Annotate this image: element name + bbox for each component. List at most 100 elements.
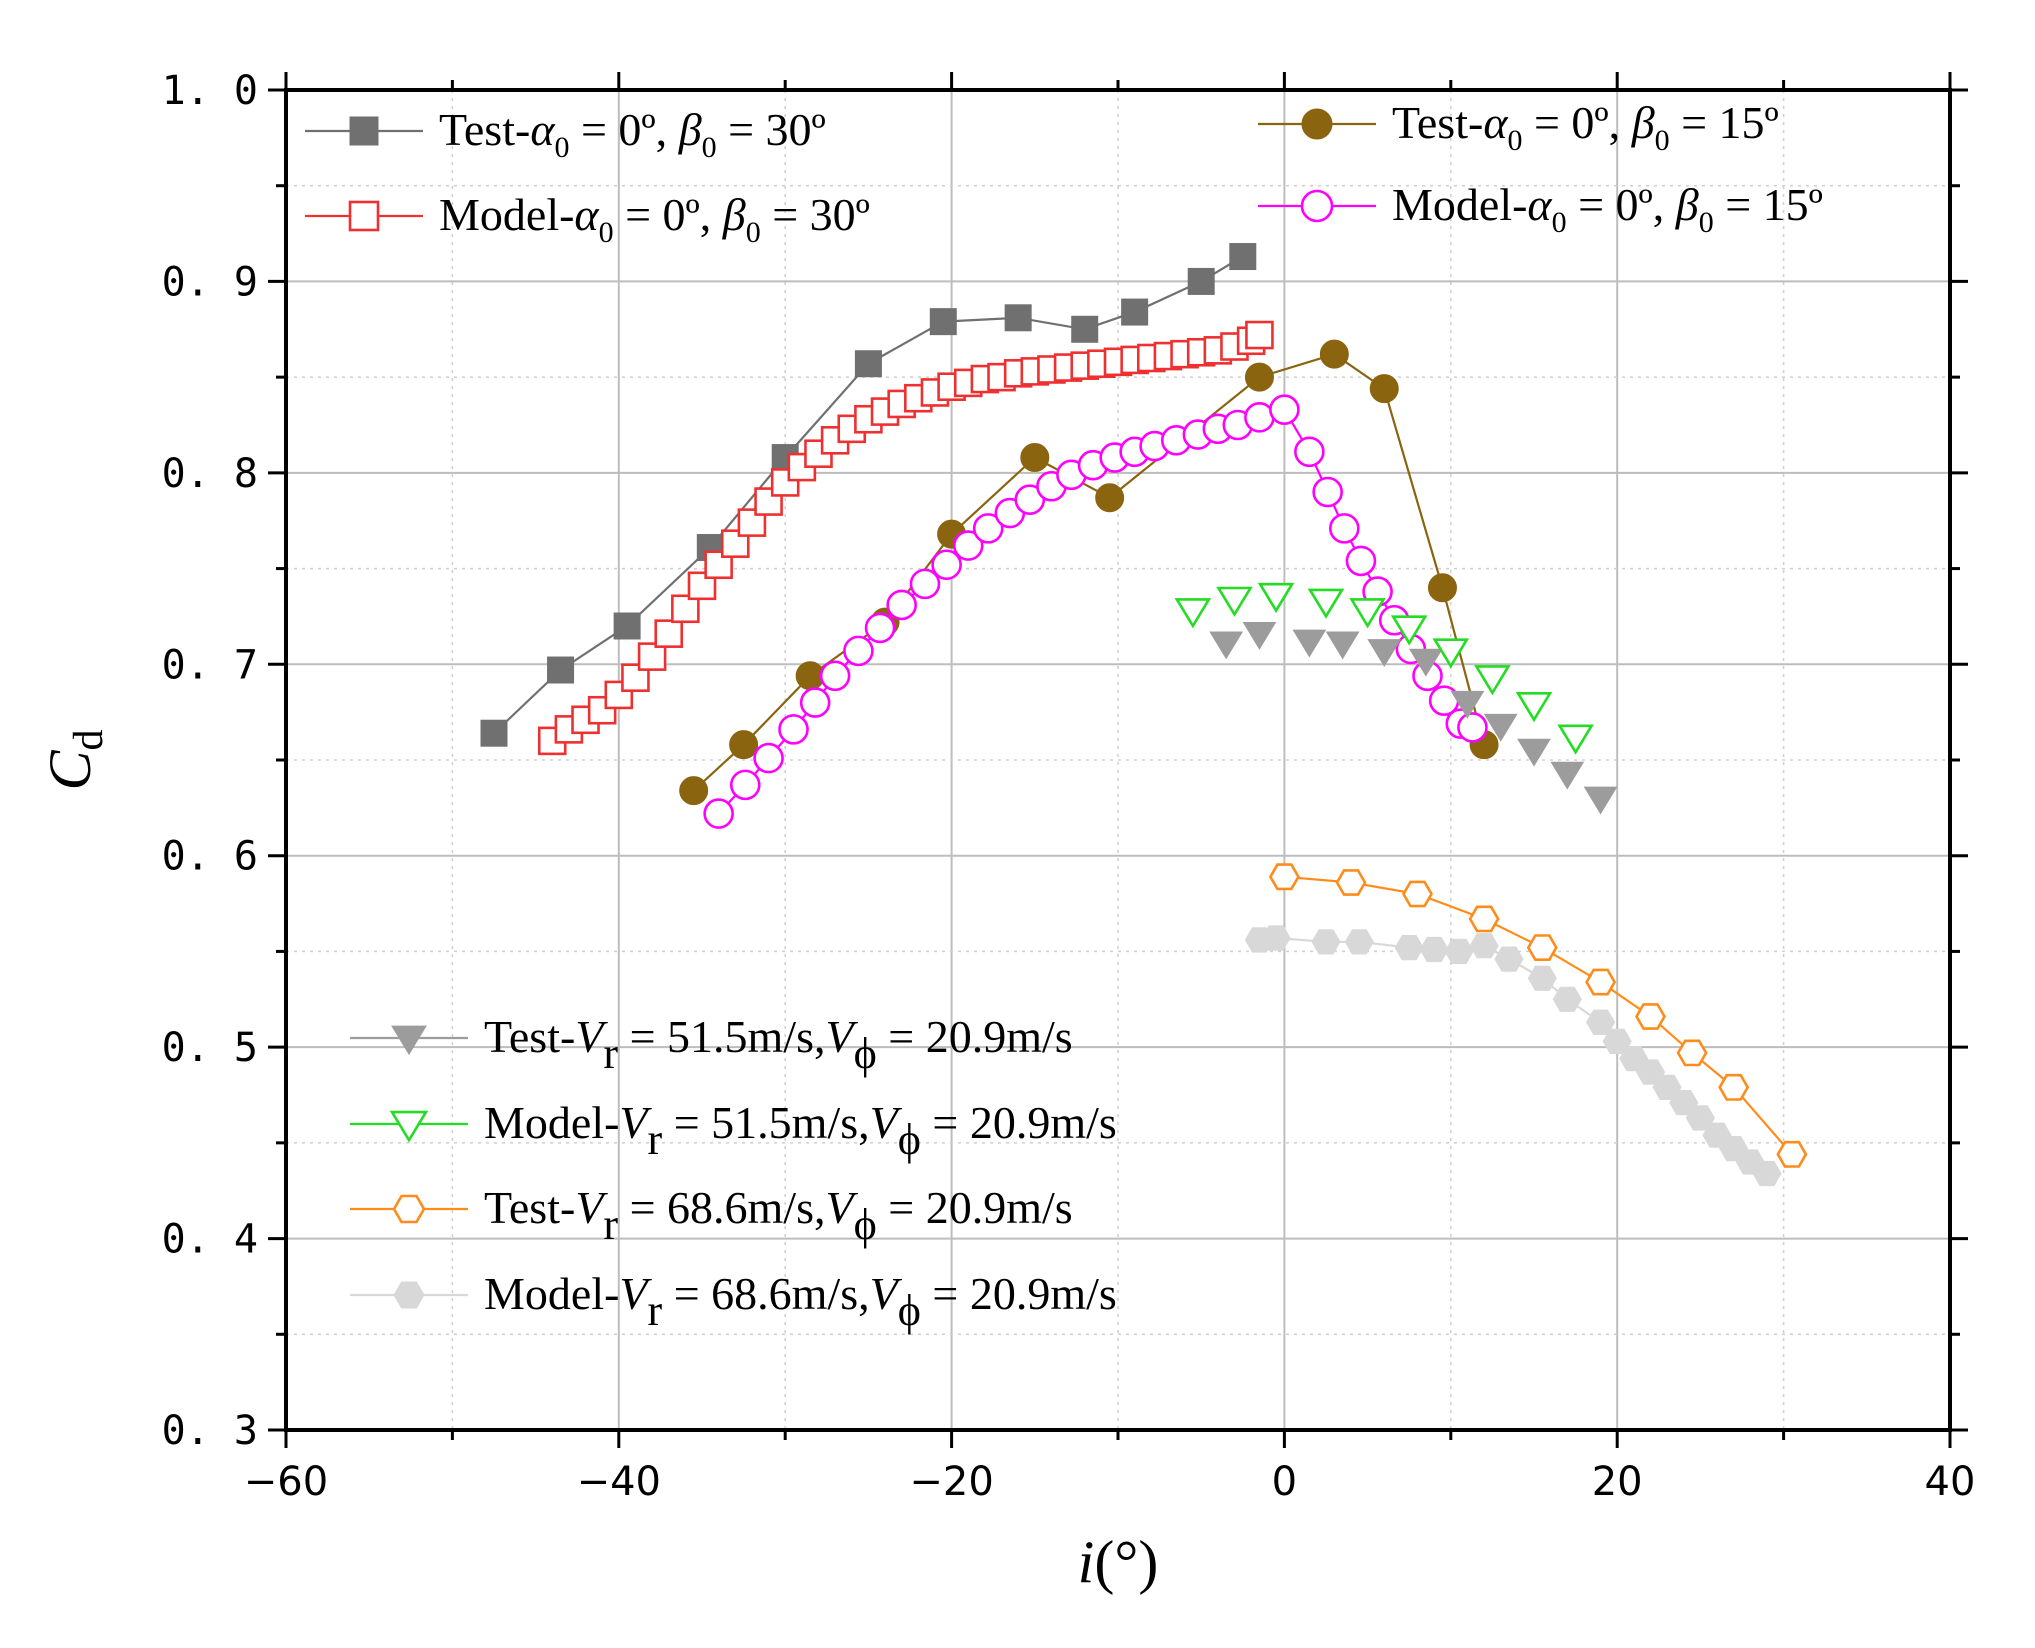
data-point xyxy=(931,549,962,581)
data-point xyxy=(1450,690,1485,719)
data-point xyxy=(613,612,641,640)
legend-prefix: Model- xyxy=(484,1097,619,1148)
legend-suffix: = 20.9m/s xyxy=(921,1097,1117,1148)
legend-suffix: = 15º xyxy=(1670,97,1779,148)
data-point xyxy=(843,635,874,667)
data-point xyxy=(1187,267,1215,295)
legend-variable-2: β xyxy=(1631,97,1655,148)
legend-subscript-2: ϕ xyxy=(898,1286,921,1335)
data-point xyxy=(778,714,809,745)
legend-subscript: 0 xyxy=(1507,124,1522,157)
legend-middle: = 51.5m/s, xyxy=(618,1011,825,1062)
x-tick-label: 0 xyxy=(1272,1459,1297,1505)
series-5 xyxy=(1174,582,1594,755)
legend-middle: = 68.6m/s, xyxy=(618,1182,825,1233)
legend-marker xyxy=(393,1281,425,1309)
data-point xyxy=(909,568,941,600)
data-point xyxy=(952,530,984,561)
data-point xyxy=(1257,582,1295,614)
y-tick-label: 1. 0 xyxy=(162,68,258,114)
legend-item: Test-α0 = 0º, β0 = 30º xyxy=(305,104,826,164)
grid xyxy=(286,90,1950,1430)
legend-label: Model-Vr = 68.6m/s,Vϕ = 20.9m/s xyxy=(484,1268,1117,1335)
data-point xyxy=(687,571,717,601)
data-point xyxy=(854,350,882,378)
legend-suffix: = 15º xyxy=(1714,179,1823,230)
legend-subscript-2: ϕ xyxy=(854,1029,877,1078)
data-point xyxy=(1020,443,1050,473)
data-point xyxy=(1244,362,1274,392)
data-point xyxy=(1634,1003,1667,1030)
data-point xyxy=(1319,339,1349,369)
data-point xyxy=(621,663,650,692)
data-point xyxy=(729,769,761,801)
x-tick-label: 40 xyxy=(1925,1459,1976,1505)
y-tick-label: 0. 5 xyxy=(162,1025,258,1071)
data-point xyxy=(1390,615,1428,646)
y-tick-label: 0. 4 xyxy=(162,1217,258,1263)
data-point xyxy=(1457,712,1488,743)
legend-marker xyxy=(389,1110,429,1143)
legend-variable-2: V xyxy=(870,1097,903,1148)
data-point xyxy=(654,619,684,648)
data-point xyxy=(1432,638,1470,669)
series-1 xyxy=(537,320,1274,756)
data-point xyxy=(679,776,709,806)
data-point xyxy=(1268,863,1300,891)
data-point xyxy=(1583,786,1618,815)
legend-label: Test-Vr = 51.5m/s,Vϕ = 20.9m/s xyxy=(484,1011,1073,1078)
series-7 xyxy=(1244,925,1782,1187)
data-point xyxy=(1307,588,1345,619)
legend-prefix: Test- xyxy=(1392,97,1483,148)
y-tick-label: 0. 3 xyxy=(162,1408,258,1454)
legend-item: Test-Vr = 51.5m/s,Vϕ = 20.9m/s xyxy=(350,1011,1073,1078)
x-axis-unit: (°) xyxy=(1094,1529,1158,1595)
legend-prefix: Model- xyxy=(1392,179,1527,230)
legend-middle: = 0º, xyxy=(1567,179,1676,230)
legend-subscript: r xyxy=(603,1200,618,1249)
series-0 xyxy=(480,243,1257,747)
legend-middle: = 0º, xyxy=(569,104,678,155)
series-layer xyxy=(480,243,1808,1187)
data-point xyxy=(1550,761,1585,790)
data-point xyxy=(1557,724,1594,755)
legend-label: Test-α0 = 0º, β0 = 15º xyxy=(1392,97,1779,157)
data-point xyxy=(1515,691,1553,723)
legend-subscript-2: ϕ xyxy=(854,1200,877,1249)
y-axis-title: Cd xyxy=(37,729,112,790)
legend-suffix: = 20.9m/s xyxy=(877,1182,1073,1233)
data-point xyxy=(547,656,575,684)
data-point xyxy=(1517,738,1551,767)
legend-suffix: = 20.9m/s xyxy=(877,1011,1073,1062)
y-axis-subscript: d xyxy=(66,729,112,750)
data-point xyxy=(637,642,667,671)
data-point xyxy=(1369,374,1399,404)
data-point xyxy=(1242,621,1277,650)
legend-middle: = 68.6m/s, xyxy=(662,1268,869,1319)
data-point xyxy=(704,550,733,580)
legend-variable: V xyxy=(575,1182,608,1233)
legend-subscript-2: 0 xyxy=(1655,124,1670,157)
legend-label: Model-α0 = 0º, β0 = 15º xyxy=(1392,179,1823,239)
data-point xyxy=(1444,938,1474,965)
x-tick-label: 20 xyxy=(1592,1459,1643,1505)
legend-variable: α xyxy=(1483,97,1508,148)
legend-item: Model-Vr = 51.5m/s,Vϕ = 20.9m/s xyxy=(350,1097,1117,1164)
legend-prefix: Model- xyxy=(484,1268,619,1319)
legend-item: Test-Vr = 68.6m/s,Vϕ = 20.9m/s xyxy=(350,1182,1073,1249)
data-point xyxy=(1261,925,1291,951)
data-point xyxy=(1552,986,1582,1012)
data-point xyxy=(480,719,508,747)
legend-variable: V xyxy=(575,1011,608,1062)
series-4 xyxy=(1209,621,1618,815)
data-point xyxy=(1419,936,1449,963)
x-tick-label: −40 xyxy=(577,1459,661,1505)
legend-subscript: r xyxy=(648,1286,663,1335)
legend: Test-α0 = 0º, β0 = 30º Model-α0 = 0º, β0 … xyxy=(305,97,1823,1335)
data-point xyxy=(1216,586,1253,617)
legend-middle: = 51.5m/s, xyxy=(662,1097,869,1148)
data-point xyxy=(703,798,734,829)
legend-label: Test-α0 = 0º, β0 = 30º xyxy=(439,104,826,164)
data-point xyxy=(1494,946,1524,972)
